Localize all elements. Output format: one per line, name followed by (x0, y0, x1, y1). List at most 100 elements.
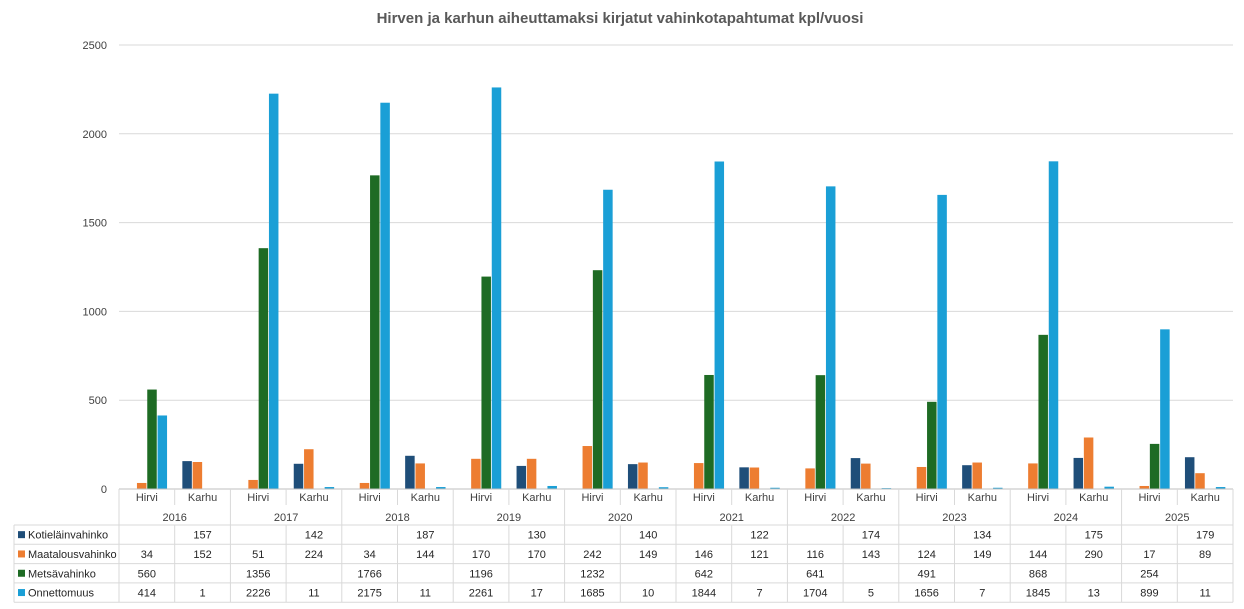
x-tick-year: 2019 (497, 512, 521, 524)
data-label: 122 (750, 530, 768, 542)
bar-maatalousvahinko (526, 458, 537, 489)
bar-onnettomuus (436, 487, 446, 489)
bar-metsävahinko (704, 374, 714, 489)
data-label: 2175 (357, 588, 381, 600)
data-label: 130 (528, 530, 546, 542)
bar-kotieläinvahinko (405, 455, 415, 489)
x-tick-animal: Karhu (745, 492, 774, 504)
data-label: 140 (639, 530, 657, 542)
data-label: 13 (1088, 588, 1100, 600)
data-label: 146 (695, 549, 713, 561)
bar-onnettomuus (547, 485, 557, 489)
bar-maatalousvahinko (1028, 463, 1038, 489)
data-label: 17 (531, 588, 543, 600)
data-label: 11 (308, 588, 319, 600)
data-label: 1845 (1026, 588, 1050, 600)
x-tick-animal: Hirvi (916, 492, 938, 504)
bar-maatalousvahinko (304, 449, 314, 489)
data-label: 157 (193, 530, 211, 542)
y-tick-label: 1500 (83, 218, 107, 230)
data-label: 7 (979, 588, 985, 600)
data-label: 560 (138, 568, 156, 580)
data-label: 1685 (580, 588, 604, 600)
x-tick-year: 2018 (385, 512, 409, 524)
x-tick-animal: Karhu (1079, 492, 1108, 504)
bar-metsävahinko (815, 375, 826, 489)
data-label: 149 (639, 549, 657, 561)
x-tick-animal: Hirvi (1027, 492, 1049, 504)
y-tick-label: 1000 (83, 306, 107, 318)
data-label: 124 (917, 549, 935, 561)
bar-maatalousvahinko (1083, 437, 1094, 489)
bar-onnettomuus (1104, 486, 1114, 489)
bar-metsävahinko (1038, 334, 1048, 489)
bar-onnettomuus (825, 186, 836, 489)
data-label: 5 (868, 588, 874, 600)
data-label: 175 (1085, 530, 1103, 542)
data-table: Hirvi Karhu Hirvi Karhu Hirvi Karhu Hirvi Karhu… (13, 488, 1234, 603)
x-tick-year: 2022 (831, 512, 855, 524)
bar-onnettomuus (324, 487, 335, 489)
y-tick-label: 2000 (83, 129, 107, 141)
x-tick-animal: Karhu (968, 492, 997, 504)
bar-kotieläinvahinko (739, 467, 749, 489)
data-label: 642 (695, 568, 713, 580)
data-label: 34 (364, 549, 376, 561)
bar-maatalousvahinko (1139, 485, 1150, 489)
legend-key (18, 550, 25, 558)
x-tick-animal: Karhu (188, 492, 217, 504)
data-label: 1356 (246, 568, 270, 580)
bar-metsävahinko (1149, 443, 1160, 489)
bar-onnettomuus (1048, 161, 1059, 489)
bar-kotieläinvahinko (962, 465, 972, 489)
bar-maatalousvahinko (916, 466, 927, 489)
bar-maatalousvahinko (136, 482, 147, 489)
data-label: 134 (973, 530, 991, 542)
bar-maatalousvahinko (359, 482, 370, 489)
bar-maatalousvahinko (1195, 473, 1205, 489)
data-label: 174 (862, 530, 880, 542)
x-tick-animal: Hirvi (804, 492, 826, 504)
legend-key (18, 569, 25, 577)
x-tick-animal: Hirvi (359, 492, 381, 504)
bar-metsävahinko (370, 175, 380, 489)
bars (136, 87, 1226, 489)
bar-maatalousvahinko (805, 468, 815, 489)
bar-maatalousvahinko (972, 462, 982, 489)
data-label: 1196 (469, 568, 493, 580)
x-tick-year: 2021 (719, 512, 743, 524)
gridlines (119, 44, 1233, 490)
data-label: 1844 (692, 588, 716, 600)
bar-onnettomuus (770, 487, 780, 489)
bar-metsävahinko (481, 276, 491, 489)
data-label: 1766 (357, 568, 381, 580)
data-label: 414 (138, 588, 156, 600)
bar-onnettomuus (603, 189, 613, 489)
x-tick-year: 2016 (162, 512, 186, 524)
x-tick-year: 2023 (942, 512, 966, 524)
bar-maatalousvahinko (415, 463, 425, 489)
data-label: 187 (416, 530, 434, 542)
data-label: 143 (862, 549, 880, 561)
data-label: 2226 (246, 588, 270, 600)
x-tick-animal: Hirvi (470, 492, 492, 504)
data-label: 11 (420, 588, 431, 600)
bar-onnettomuus (1160, 329, 1170, 489)
legend-key (18, 589, 25, 597)
bar-kotieläinvahinko (1184, 457, 1195, 489)
bar-kotieläinvahinko (850, 458, 861, 489)
bar-onnettomuus (714, 161, 725, 489)
data-label: 89 (1199, 549, 1211, 561)
x-tick-animal: Karhu (522, 492, 551, 504)
data-label: 868 (1029, 568, 1047, 580)
data-label: 1656 (914, 588, 938, 600)
bar-onnettomuus (380, 102, 390, 489)
bar-kotieläinvahinko (1073, 457, 1084, 489)
data-label: 121 (750, 549, 768, 561)
x-tick-animal: Karhu (411, 492, 440, 504)
data-label: 224 (305, 549, 323, 561)
data-label: 290 (1085, 549, 1103, 561)
data-label: 1 (199, 588, 205, 600)
legend-label: Maatalousvahinko (28, 549, 117, 561)
data-label: 149 (973, 549, 991, 561)
